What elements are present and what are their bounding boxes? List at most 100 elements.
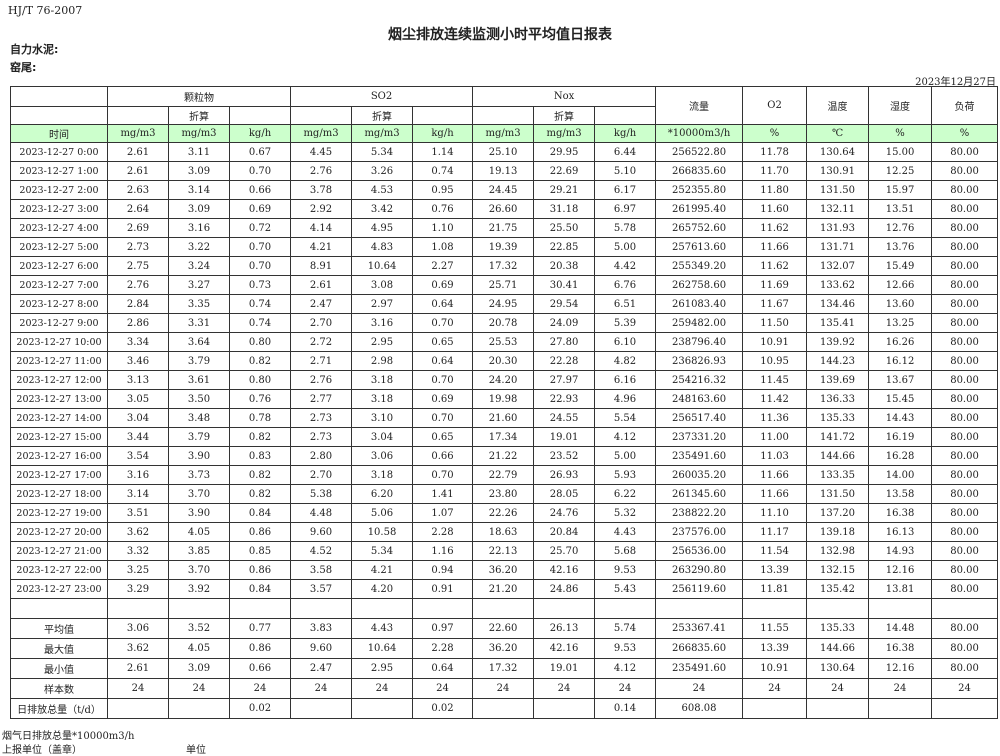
- unit-cell: %: [868, 124, 933, 143]
- value-cell: 5.34: [351, 142, 414, 162]
- value-cell: 135.42: [806, 579, 870, 599]
- blank-cell: [412, 598, 474, 619]
- value-cell: 132.11: [806, 199, 870, 219]
- value-cell: 131.93: [806, 218, 870, 238]
- header-blank: [472, 106, 535, 125]
- value-cell: 139.92: [806, 332, 870, 352]
- unit-cell: mg/m3: [472, 124, 535, 143]
- value-cell: 80.00: [931, 237, 999, 257]
- summary-value: 24: [290, 678, 353, 699]
- value-cell: 22.69: [533, 161, 596, 181]
- value-cell: 21.75: [472, 218, 535, 238]
- value-cell: 24.20: [472, 370, 535, 390]
- value-cell: 0.70: [228, 256, 292, 276]
- value-cell: 3.34: [107, 332, 169, 352]
- value-cell: 3.73: [168, 465, 230, 485]
- value-cell: 141.72: [806, 427, 870, 447]
- summary-value: 22.60: [472, 618, 535, 639]
- value-cell: 256522.80: [655, 142, 744, 162]
- table-row: 2023-12-27 10:00 3.34 3.64 0.80 2.72 2.95 0.65…: [10, 332, 999, 352]
- summary-value: 3.62: [107, 638, 169, 659]
- value-cell: 0.86: [228, 522, 292, 542]
- value-cell: 3.29: [107, 579, 169, 599]
- value-cell: 136.33: [806, 389, 870, 409]
- value-cell: 13.76: [868, 237, 933, 257]
- value-cell: 4.43: [594, 522, 657, 542]
- table-row: 2023-12-27 21:00 3.32 3.85 0.85 4.52 5.34 1.16…: [10, 541, 999, 561]
- summary-value: [806, 698, 870, 719]
- value-cell: 24.95: [472, 294, 535, 314]
- summary-value: 0.97: [412, 618, 474, 639]
- time-cell: 2023-12-27 7:00: [10, 275, 108, 295]
- value-cell: 5.54: [594, 408, 657, 428]
- value-cell: 0.69: [412, 389, 474, 409]
- summary-value: 16.38: [868, 638, 933, 659]
- summary-row: 最大值 3.62 4.05 0.86 9.60 10.64 2.28 36.20 42.16 9.…: [10, 638, 999, 659]
- value-cell: 5.06: [351, 503, 414, 523]
- value-cell: 0.80: [228, 332, 292, 352]
- value-cell: 2.76: [290, 161, 353, 181]
- summary-row: 平均值 3.06 3.52 0.77 3.83 4.43 0.97 22.60 26.13 5.7…: [10, 618, 999, 639]
- blank-cell: [806, 598, 870, 619]
- value-cell: 0.76: [228, 389, 292, 409]
- time-cell: 2023-12-27 17:00: [10, 465, 108, 485]
- summary-row: 样本数 24 24 24 24 24 24 24 24 24 24 24 24 24 24: [10, 678, 999, 699]
- table-row: 2023-12-27 16:00 3.54 3.90 0.83 2.80 3.06 0.66…: [10, 446, 999, 466]
- value-cell: 80.00: [931, 275, 999, 295]
- value-cell: 11.62: [742, 256, 808, 276]
- time-cell: 2023-12-27 16:00: [10, 446, 108, 466]
- value-cell: 22.13: [472, 541, 535, 561]
- standard-code: HJ/T 76-2007: [8, 4, 83, 17]
- value-cell: 3.42: [351, 199, 414, 219]
- value-cell: 256119.60: [655, 579, 744, 599]
- summary-value: 0.77: [228, 618, 292, 639]
- value-cell: 255349.20: [655, 256, 744, 276]
- value-cell: 80.00: [931, 389, 999, 409]
- value-cell: 131.71: [806, 237, 870, 257]
- value-cell: 237576.00: [655, 522, 744, 542]
- summary-value: [290, 698, 353, 719]
- unit-label: 单位: [186, 745, 206, 756]
- value-cell: 0.82: [228, 427, 292, 447]
- value-cell: 19.13: [472, 161, 535, 181]
- value-cell: 31.18: [533, 199, 596, 219]
- value-cell: 263290.80: [655, 560, 744, 580]
- value-cell: 19.39: [472, 237, 535, 257]
- value-cell: 248163.60: [655, 389, 744, 409]
- value-cell: 2.73: [290, 427, 353, 447]
- value-cell: 2.73: [290, 408, 353, 428]
- header-converted-so2: 折算: [351, 106, 414, 125]
- time-cell: 2023-12-27 2:00: [10, 180, 108, 200]
- table-row: 2023-12-27 14:00 3.04 3.48 0.78 2.73 3.10 0.70…: [10, 408, 999, 428]
- blank-cell: [10, 598, 108, 619]
- value-cell: 21.22: [472, 446, 535, 466]
- time-cell: 2023-12-27 0:00: [10, 142, 108, 162]
- value-cell: 12.76: [868, 218, 933, 238]
- value-cell: 80.00: [931, 161, 999, 181]
- table-row: 2023-12-27 0:00 2.61 3.11 0.67 4.45 5.34 1.14 2…: [10, 142, 999, 162]
- unit-cell: mg/m3: [168, 124, 230, 143]
- summary-value: [931, 698, 999, 719]
- value-cell: 80.00: [931, 180, 999, 200]
- unit-cell: kg/h: [412, 124, 474, 143]
- value-cell: 6.16: [594, 370, 657, 390]
- value-cell: 17.34: [472, 427, 535, 447]
- summary-value: 24: [412, 678, 474, 699]
- value-cell: 3.14: [168, 180, 230, 200]
- value-cell: 2.28: [412, 522, 474, 542]
- value-cell: 2.84: [107, 294, 169, 314]
- value-cell: 14.00: [868, 465, 933, 485]
- value-cell: 3.14: [107, 484, 169, 504]
- value-cell: 25.53: [472, 332, 535, 352]
- summary-value: 24: [742, 678, 808, 699]
- table-row: 2023-12-27 2:00 2.63 3.14 0.66 3.78 4.53 0.95 2…: [10, 180, 999, 200]
- value-cell: 15.45: [868, 389, 933, 409]
- flue-gas-total-note: 烟气日排放总量*10000m3/h: [2, 731, 135, 742]
- value-cell: 1.07: [412, 503, 474, 523]
- value-cell: 3.24: [168, 256, 230, 276]
- time-cell: 2023-12-27 3:00: [10, 199, 108, 219]
- value-cell: 10.58: [351, 522, 414, 542]
- value-cell: 21.20: [472, 579, 535, 599]
- value-cell: 135.33: [806, 408, 870, 428]
- value-cell: 3.79: [168, 351, 230, 371]
